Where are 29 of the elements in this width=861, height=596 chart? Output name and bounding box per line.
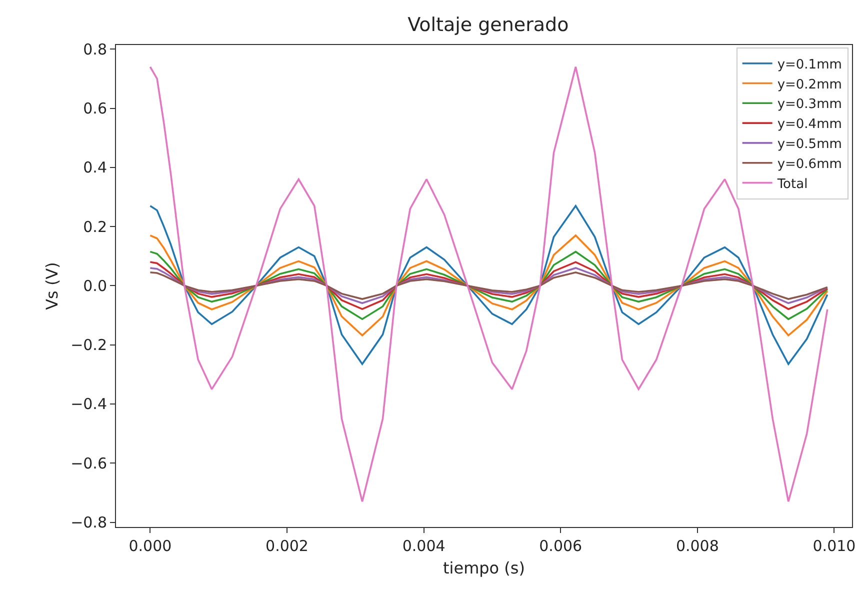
x-axis-title: tiempo (s)	[443, 558, 525, 578]
line-series	[149, 204, 828, 365]
y-tick-label: −0.8	[70, 514, 107, 532]
x-tick-label: 0.010	[812, 537, 856, 555]
y-tick-label: −0.2	[70, 336, 107, 354]
y-tick-label: 0.2	[83, 218, 107, 236]
y-tick-label: −0.6	[70, 454, 107, 472]
line-series	[149, 234, 828, 336]
chart-title: Voltaje generado	[408, 14, 569, 36]
legend-label: y=0.2mm	[777, 77, 842, 92]
y-tick-label: 0.4	[83, 158, 107, 177]
y-tick-label: 0.0	[83, 276, 107, 295]
x-tick-label: 0.000	[128, 537, 172, 555]
x-tick-label: 0.006	[539, 537, 582, 555]
x-tick-label: 0.002	[266, 537, 308, 555]
legend-label: Total	[776, 176, 808, 192]
y-tick-label: −0.4	[70, 395, 107, 414]
legend-label: y=0.6mm	[777, 156, 842, 172]
x-tick-label: 0.008	[676, 537, 719, 555]
legend-label: y=0.1mm	[777, 57, 842, 72]
y-tick-label: 0.6	[83, 100, 107, 118]
legend-label: y=0.5mm	[777, 137, 842, 152]
line-series	[149, 261, 828, 310]
y-tick-label: 0.8	[83, 40, 107, 58]
legend-label: y=0.3mm	[777, 97, 842, 112]
legend-label: y=0.4mm	[777, 117, 842, 132]
x-tick-label: 0.004	[402, 537, 446, 555]
y-axis-title: Vs (V)	[42, 262, 62, 310]
line-series	[149, 250, 828, 320]
